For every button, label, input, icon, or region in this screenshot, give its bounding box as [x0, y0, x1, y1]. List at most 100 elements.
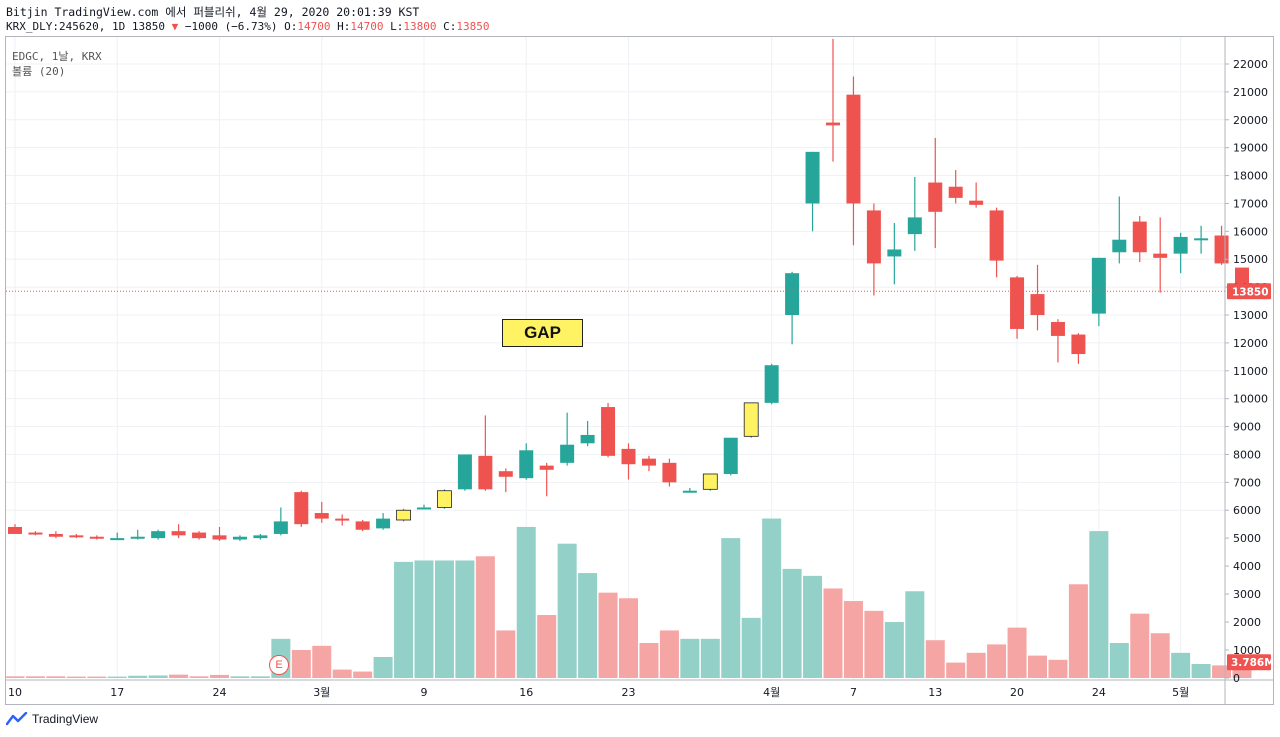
volume-bar: [987, 644, 1007, 678]
volume-bar: [230, 676, 250, 678]
volume-bar: [353, 671, 373, 678]
earnings-badge[interactable]: E: [269, 655, 289, 675]
volume-bar: [700, 638, 720, 678]
candle-body: [1071, 334, 1086, 355]
volume-bar: [946, 662, 966, 678]
time-tick-label: 17: [110, 686, 124, 699]
candle-body: [560, 444, 575, 463]
ohlc-high: 14700: [350, 20, 384, 33]
last-price-tag: [1227, 283, 1271, 300]
volume-bar: [25, 676, 45, 678]
volume-bar: [578, 573, 598, 678]
tradingview-logo[interactable]: TradingView: [6, 712, 98, 726]
price-tick-label: 20000: [1233, 114, 1268, 127]
volume-bar: [966, 652, 986, 678]
volume-bar: [864, 610, 884, 678]
volume-tick-label: 4000: [1233, 560, 1261, 573]
candle-body: [1091, 257, 1106, 314]
candle-body: [866, 210, 881, 264]
price-tick-label: 15000: [1233, 253, 1268, 266]
candle-body: [621, 448, 636, 465]
volume-bar: [1212, 665, 1232, 678]
volume-bar: [1109, 643, 1129, 678]
time-tick-label: 24: [1092, 686, 1106, 699]
time-tick-label: 3월: [313, 686, 330, 699]
volume-bar: [884, 622, 904, 678]
legend-symbol: EDGC, 1날, KRX: [12, 50, 102, 63]
candle-body: [130, 536, 145, 539]
candle-body-highlight: [743, 402, 759, 437]
volume-bar: [210, 674, 229, 678]
price-tick-label: 8000: [1233, 448, 1261, 461]
volume-bar: [189, 676, 209, 678]
ohlc-open-label: O:: [284, 20, 298, 33]
candle-body: [89, 536, 104, 539]
candle-body: [457, 454, 472, 490]
publish-info: Bitjin TradingView.com 에서 퍼블리쉬, 4월 29, 2…: [6, 5, 420, 19]
volume-bar: [1007, 627, 1027, 678]
volume-bar: [619, 598, 638, 678]
volume-bar: [312, 645, 332, 678]
volume-bar: [455, 560, 475, 678]
volume-bar: [639, 643, 659, 678]
ohlc-close-label: C:: [443, 20, 457, 33]
volume-tick-label: 2000: [1233, 616, 1261, 629]
symbol-info-line: KRX_DLY:245620, 1D 13850 ▼ −1000 (−6.73%…: [6, 20, 490, 33]
candle-body: [294, 492, 309, 525]
volume-bar: [475, 556, 495, 678]
price-tick-label: 12000: [1233, 337, 1268, 350]
footer-brand: TradingView: [32, 712, 99, 726]
volume-bar: [148, 675, 168, 678]
volume-bar: [762, 518, 782, 678]
volume-bar: [373, 657, 393, 678]
price-change: −1000 (−6.73%): [184, 20, 278, 33]
candle-body: [273, 521, 288, 534]
price-tick-label: 11000: [1233, 365, 1268, 378]
time-tick-label: 16: [519, 686, 533, 699]
volume-bar: [741, 617, 761, 678]
symbol-label: KRX_DLY:245620, 1D 13850: [6, 20, 165, 33]
price-tick-label: 22000: [1233, 58, 1268, 71]
volume-bar: [925, 640, 945, 678]
volume-bar: [1068, 584, 1088, 678]
volume-bar: [1048, 659, 1068, 678]
candle-body: [498, 471, 513, 477]
volume-bar: [803, 575, 823, 678]
candle-body: [335, 518, 350, 521]
volume-bar: [1191, 664, 1211, 678]
candle-body: [1132, 221, 1147, 253]
volume-bar: [823, 588, 843, 678]
time-tick-label: 7: [850, 686, 857, 699]
volume-bar: [332, 669, 352, 678]
down-arrow-icon: ▼: [171, 20, 179, 33]
volume-bar: [169, 674, 189, 678]
candle-body: [1030, 294, 1045, 316]
volume-bar: [843, 601, 863, 678]
volume-bar: [291, 650, 311, 678]
price-tick-label: 9000: [1233, 421, 1261, 434]
candle-body: [580, 434, 595, 444]
price-tick-label: 10000: [1233, 393, 1268, 406]
price-tick-label: 21000: [1233, 86, 1268, 99]
volume-bar: [5, 676, 25, 678]
volume-bar: [598, 592, 618, 678]
candle-body: [764, 365, 779, 403]
candle-body: [846, 94, 861, 204]
volume-bar: [1028, 655, 1047, 678]
candle-body: [969, 200, 984, 205]
candle-body: [69, 535, 84, 538]
volume-bar: [414, 560, 434, 678]
volume-tick-label: 0: [1233, 672, 1240, 685]
candle-body: [1050, 321, 1065, 336]
candle-body: [314, 513, 329, 519]
candle-body: [376, 518, 391, 529]
volume-bar: [128, 675, 148, 678]
candle-body: [1194, 238, 1209, 241]
candle-body: [253, 535, 268, 539]
volume-bar: [394, 561, 414, 678]
volume-bar: [516, 526, 536, 678]
volume-bar: [1130, 613, 1150, 678]
volume-bar: [1171, 652, 1191, 678]
last-volume-tag: [1227, 654, 1271, 671]
